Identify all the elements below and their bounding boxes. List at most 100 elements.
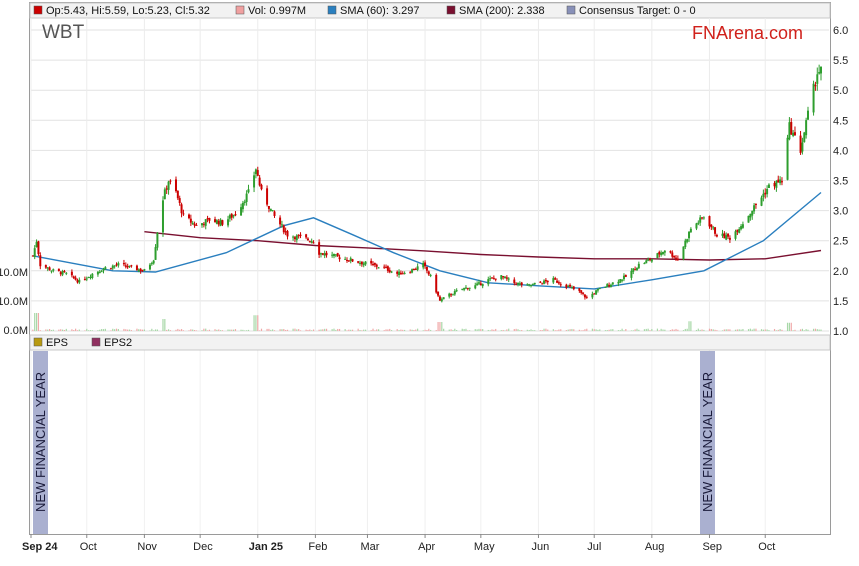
candle [448,292,451,299]
volume-bar [259,330,261,331]
volume-axis: 10.0M 10.0M 0.0M [0,267,28,337]
volume-bar [76,330,79,331]
candle [422,260,425,270]
volume-bar [409,329,411,331]
candle [539,281,542,284]
candle [319,252,322,258]
candle [215,219,218,225]
volume-bar [402,329,404,331]
volume-bar [88,330,90,331]
volume-bar [768,330,770,331]
legend-swatch [446,5,456,15]
candle [451,293,454,296]
volume-bar [556,330,558,331]
candle [305,233,308,240]
candle [372,261,375,267]
candle [65,272,68,276]
volume-bar [231,329,233,331]
volume-tick-label: 10.0M [0,267,28,279]
candle [622,273,625,282]
volume-bar [387,329,389,331]
y-tick-label: 5.0 [833,85,848,97]
volume-bar [586,328,588,331]
volume-bar [469,330,471,331]
candle [565,283,568,290]
candle [344,256,347,260]
x-tick-label: Jul [587,541,601,553]
candle [63,269,66,273]
candle [128,265,131,268]
volume-bar [807,329,809,331]
financial-year-markers: NEW FINANCIAL YEAR NEW FINANCIAL YEAR [33,351,715,534]
volume-bar [422,330,424,331]
volume-bar [208,329,211,331]
candle [637,261,640,270]
candle [293,235,296,243]
candle [117,261,120,268]
volume-bar [117,328,119,331]
volume-bar [597,329,599,331]
candle [466,287,469,291]
candle [585,295,588,299]
volume-bar [738,329,740,331]
candle [479,280,482,286]
candle [204,219,207,230]
candle [544,278,547,284]
candle [780,177,783,186]
candle [572,285,575,291]
volume-bar [495,328,497,331]
candle [712,225,715,231]
volume-bar [50,329,53,331]
candle [241,200,244,213]
candle [556,278,559,284]
volume-bar [188,330,190,331]
candle [137,268,140,273]
brand-logo[interactable]: FNArena.com [692,23,803,43]
volume-bar [539,330,541,331]
candle [50,270,53,274]
volume-bar [32,329,34,331]
eps-legend-item: EPS [46,337,68,349]
candle [504,275,506,279]
volume-bar [816,329,818,331]
candle [176,190,179,201]
volume-bar [541,330,543,331]
candle [736,229,739,236]
candle [201,223,204,228]
volume-bar [281,329,283,331]
candle [182,209,185,216]
candle [148,263,151,271]
volume-bar [348,329,350,331]
y-tick-label: 2.5 [833,236,848,248]
candle [686,238,689,244]
candle [44,264,47,269]
volume-bar [751,329,753,331]
candle [188,213,190,220]
candle [46,266,49,272]
volume-bar [584,329,586,331]
volume-bar [599,329,601,331]
volume-bar [266,328,268,331]
candle [96,270,99,277]
candle [570,285,573,289]
volume-bar [45,329,47,331]
candle [109,267,112,270]
candle [663,250,666,256]
volume-tick-label: 0.0M [4,325,28,337]
volume-bar [571,328,573,331]
volume-bar [636,328,638,331]
candle [669,250,672,254]
candle [487,276,490,287]
candle [675,254,678,261]
volume-bar [246,330,248,331]
volume-bar [128,329,131,331]
volume-bar [519,330,521,331]
candle [202,222,205,228]
volume-bar [364,329,367,331]
volume-bar [582,330,584,331]
y-tick-label: 5.5 [833,55,848,67]
volume-bar [428,328,430,331]
candle [526,283,529,286]
volume-bar [286,329,289,331]
volume-bar [216,329,218,331]
